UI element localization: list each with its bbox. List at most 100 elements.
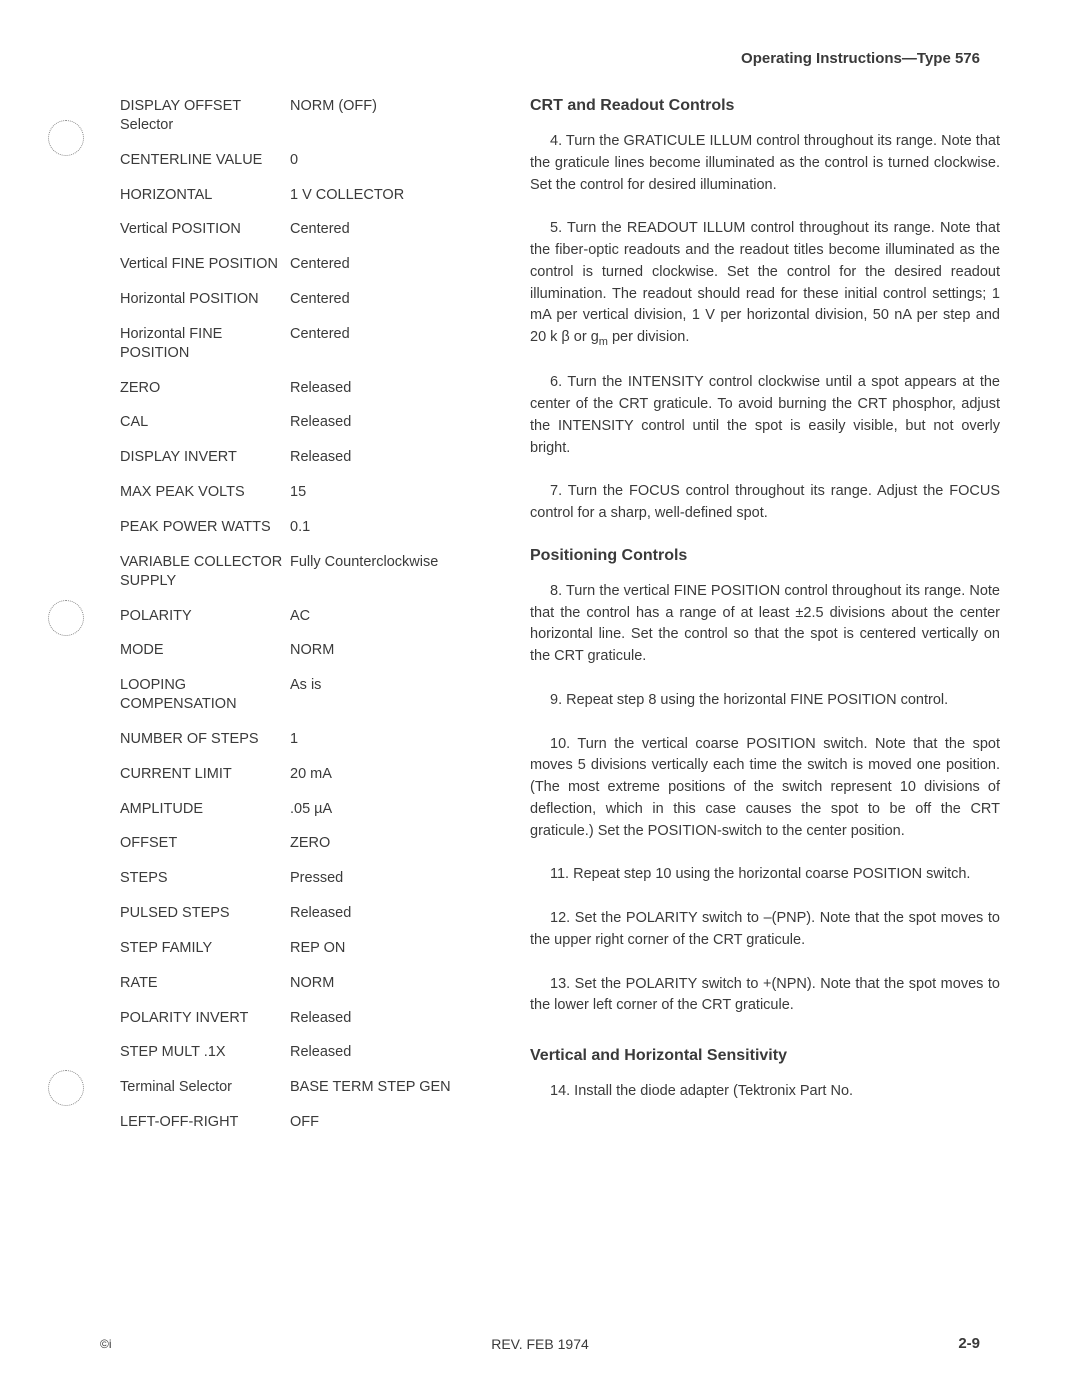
setting-label: Vertical POSITION bbox=[120, 220, 290, 239]
setting-row: POLARITYAC bbox=[120, 607, 480, 626]
setting-label: DISPLAY OFFSET Selector bbox=[120, 97, 290, 135]
content-columns: DISPLAY OFFSET SelectorNORM (OFF) CENTERL… bbox=[120, 97, 1000, 1148]
setting-value: Fully Counterclockwise bbox=[290, 553, 480, 591]
setting-label: Vertical FINE POSITION bbox=[120, 255, 290, 274]
footer-page-number: 2-9 bbox=[958, 1335, 980, 1352]
setting-label: ZERO bbox=[120, 379, 290, 398]
setting-row: Vertical FINE POSITIONCentered bbox=[120, 255, 480, 274]
setting-row: DISPLAY OFFSET SelectorNORM (OFF) bbox=[120, 97, 480, 135]
setting-row: VARIABLE COLLECTOR SUPPLYFully Countercl… bbox=[120, 553, 480, 591]
setting-row: STEP FAMILYREP ON bbox=[120, 939, 480, 958]
instructions-column: CRT and Readout Controls 4. Turn the GRA… bbox=[530, 97, 1000, 1148]
setting-value: 15 bbox=[290, 483, 480, 502]
setting-value: Released bbox=[290, 413, 480, 432]
setting-value: BASE TERM STEP GEN bbox=[290, 1078, 480, 1097]
setting-label: PULSED STEPS bbox=[120, 904, 290, 923]
paragraph-5-text-b: per division. bbox=[608, 329, 689, 345]
settings-table: DISPLAY OFFSET SelectorNORM (OFF) CENTERL… bbox=[120, 97, 480, 1148]
setting-row: POLARITY INVERTReleased bbox=[120, 1009, 480, 1028]
setting-label: Horizontal FINE POSITION bbox=[120, 325, 290, 363]
setting-label: MODE bbox=[120, 641, 290, 660]
setting-value: REP ON bbox=[290, 939, 480, 958]
setting-value: Released bbox=[290, 904, 480, 923]
setting-label: STEPS bbox=[120, 869, 290, 888]
setting-row: ZEROReleased bbox=[120, 379, 480, 398]
setting-label: POLARITY bbox=[120, 607, 290, 626]
setting-label: VARIABLE COLLECTOR SUPPLY bbox=[120, 553, 290, 591]
setting-label: RATE bbox=[120, 974, 290, 993]
setting-value: Centered bbox=[290, 255, 480, 274]
setting-label: Terminal Selector bbox=[120, 1078, 290, 1097]
setting-label: PEAK POWER WATTS bbox=[120, 518, 290, 537]
paragraph-12: 12. Set the POLARITY switch to –(PNP). N… bbox=[530, 908, 1000, 952]
setting-value: ZERO bbox=[290, 834, 480, 853]
setting-row: HORIZONTAL1 V COLLECTOR bbox=[120, 186, 480, 205]
setting-value: Pressed bbox=[290, 869, 480, 888]
setting-value: Released bbox=[290, 448, 480, 467]
section-heading-positioning: Positioning Controls bbox=[530, 547, 1000, 565]
paragraph-11: 11. Repeat step 10 using the horizontal … bbox=[530, 864, 1000, 886]
setting-row: DISPLAY INVERTReleased bbox=[120, 448, 480, 467]
paragraph-8: 8. Turn the vertical FINE POSITION contr… bbox=[530, 581, 1000, 668]
footer-revision: REV. FEB 1974 bbox=[491, 1336, 589, 1352]
setting-label: DISPLAY INVERT bbox=[120, 448, 290, 467]
paragraph-9: 9. Repeat step 8 using the horizontal FI… bbox=[530, 690, 1000, 712]
paragraph-5: 5. Turn the READOUT ILLUM control throug… bbox=[530, 218, 1000, 350]
setting-label: NUMBER OF STEPS bbox=[120, 730, 290, 749]
setting-label: CAL bbox=[120, 413, 290, 432]
setting-label: HORIZONTAL bbox=[120, 186, 290, 205]
subscript-m: m bbox=[599, 336, 608, 348]
setting-value: Released bbox=[290, 1043, 480, 1062]
setting-row: LOOPING COMPENSATIONAs is bbox=[120, 676, 480, 714]
setting-row: CURRENT LIMIT20 mA bbox=[120, 765, 480, 784]
paragraph-13: 13. Set the POLARITY switch to +(NPN). N… bbox=[530, 974, 1000, 1018]
setting-label: MAX PEAK VOLTS bbox=[120, 483, 290, 502]
paragraph-10: 10. Turn the vertical coarse POSITION sw… bbox=[530, 734, 1000, 843]
setting-label: OFFSET bbox=[120, 834, 290, 853]
footer-copyright: ©i bbox=[100, 1337, 112, 1351]
paragraph-4: 4. Turn the GRATICULE ILLUM control thro… bbox=[530, 131, 1000, 196]
page-footer: ©i REV. FEB 1974 2-9 bbox=[0, 1335, 1080, 1352]
setting-value: 0.1 bbox=[290, 518, 480, 537]
setting-value: Released bbox=[290, 1009, 480, 1028]
setting-row: STEPSPressed bbox=[120, 869, 480, 888]
setting-row: STEP MULT .1XReleased bbox=[120, 1043, 480, 1062]
setting-row: RATENORM bbox=[120, 974, 480, 993]
setting-label: STEP MULT .1X bbox=[120, 1043, 290, 1062]
setting-value: Centered bbox=[290, 220, 480, 239]
setting-label: POLARITY INVERT bbox=[120, 1009, 290, 1028]
setting-row: OFFSETZERO bbox=[120, 834, 480, 853]
setting-row: Terminal SelectorBASE TERM STEP GEN bbox=[120, 1078, 480, 1097]
paragraph-14: 14. Install the diode adapter (Tektronix… bbox=[530, 1081, 1000, 1103]
setting-value: AC bbox=[290, 607, 480, 626]
setting-value: NORM bbox=[290, 974, 480, 993]
section-heading-crt: CRT and Readout Controls bbox=[530, 97, 1000, 115]
setting-label: CURRENT LIMIT bbox=[120, 765, 290, 784]
paragraph-6: 6. Turn the INTENSITY control clockwise … bbox=[530, 372, 1000, 459]
setting-value: .05 µA bbox=[290, 800, 480, 819]
setting-row: CENTERLINE VALUE0 bbox=[120, 151, 480, 170]
setting-row: PULSED STEPSReleased bbox=[120, 904, 480, 923]
setting-label: LOOPING COMPENSATION bbox=[120, 676, 290, 714]
setting-row: AMPLITUDE.05 µA bbox=[120, 800, 480, 819]
setting-value: 1 bbox=[290, 730, 480, 749]
setting-label: CENTERLINE VALUE bbox=[120, 151, 290, 170]
setting-value: Centered bbox=[290, 325, 480, 363]
setting-label: Horizontal POSITION bbox=[120, 290, 290, 309]
setting-label: LEFT-OFF-RIGHT bbox=[120, 1113, 290, 1132]
setting-row: Vertical POSITIONCentered bbox=[120, 220, 480, 239]
setting-label: STEP FAMILY bbox=[120, 939, 290, 958]
paragraph-5-text-a: 5. Turn the READOUT ILLUM control throug… bbox=[530, 220, 1000, 345]
setting-value: Released bbox=[290, 379, 480, 398]
setting-row: PEAK POWER WATTS0.1 bbox=[120, 518, 480, 537]
setting-row: Horizontal FINE POSITIONCentered bbox=[120, 325, 480, 363]
setting-value: As is bbox=[290, 676, 480, 714]
setting-row: Horizontal POSITIONCentered bbox=[120, 290, 480, 309]
binding-hole bbox=[48, 1070, 84, 1106]
setting-value: Centered bbox=[290, 290, 480, 309]
setting-value: NORM bbox=[290, 641, 480, 660]
setting-row: MAX PEAK VOLTS15 bbox=[120, 483, 480, 502]
setting-value: OFF bbox=[290, 1113, 480, 1132]
paragraph-7: 7. Turn the FOCUS control throughout its… bbox=[530, 481, 1000, 525]
setting-value: 1 V COLLECTOR bbox=[290, 186, 480, 205]
